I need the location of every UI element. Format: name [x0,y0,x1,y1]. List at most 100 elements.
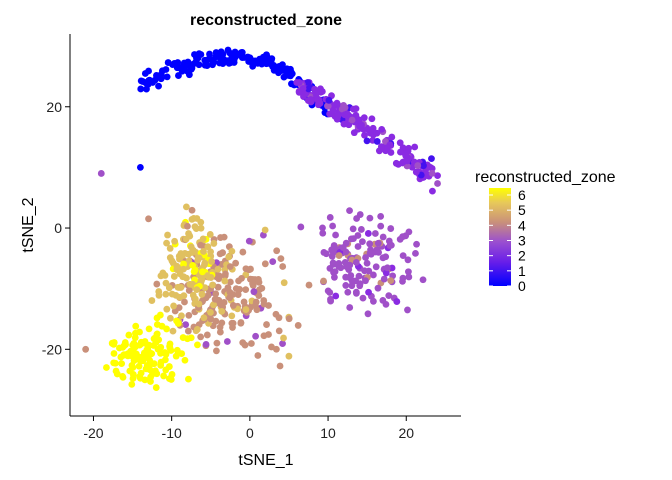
data-point [238,274,245,282]
data-point [136,341,144,349]
data-point [265,331,272,338]
data-point [200,314,208,322]
data-point [256,55,263,63]
data-point [180,65,187,73]
data-point [171,237,179,245]
data-point [377,212,385,220]
data-point [200,261,208,269]
data-point [208,258,216,265]
data-point [194,341,201,349]
data-point [184,327,192,335]
data-point [349,225,357,233]
data-point [359,238,366,246]
data-point [368,115,376,123]
data-point [356,280,364,288]
data-point [232,53,240,60]
data-point [137,85,145,93]
data-point [220,233,228,241]
data-point [153,314,161,322]
data-point [185,375,192,383]
data-point [275,69,282,77]
data-point [155,82,162,90]
data-point [163,239,170,247]
data-point [162,279,170,287]
data-point [82,345,90,353]
data-point [212,290,220,298]
chart-title: reconstructed_zone [190,12,342,29]
data-point [184,222,191,230]
data-point [254,352,262,359]
data-point [129,364,137,371]
data-point [176,255,183,263]
data-point [162,66,170,73]
data-point [352,289,360,297]
data-point [324,102,332,110]
colorbar-tick-label: 6 [518,187,526,203]
data-point [420,162,427,170]
y-axis-ticks: -20 0 20 [42,99,70,357]
data-point [226,278,234,286]
data-point [232,259,240,267]
data-point [224,46,232,54]
data-point [377,222,385,230]
data-point [326,214,334,221]
data-point [212,317,220,325]
data-point [358,121,366,129]
data-point [202,341,210,348]
x-tick-label: -20 [83,425,103,441]
data-point [380,275,388,283]
data-point [374,239,382,247]
data-point [201,56,209,64]
data-point [329,222,337,230]
data-point [201,61,209,69]
data-point [340,120,348,128]
data-point [197,241,204,249]
data-point [382,269,390,277]
data-point [177,284,185,291]
colorbar-tick-label: 5 [518,202,526,218]
data-point [238,54,246,62]
data-point [213,339,221,347]
data-point [294,322,302,329]
data-point [135,362,143,370]
data-point [151,367,159,375]
data-point [130,339,138,347]
data-point [223,338,231,345]
data-point [246,54,254,62]
data-point [187,243,195,251]
data-point [160,372,168,380]
data-point [379,254,387,262]
data-point [218,307,226,315]
data-point [427,163,434,171]
data-point [208,56,215,64]
data-point [216,328,224,336]
data-point [387,277,395,285]
data-point [404,306,411,314]
data-point [263,321,270,328]
data-point [188,206,196,214]
data-point [216,250,224,258]
data-point [252,298,260,306]
data-point [314,101,322,109]
data-point [214,283,222,291]
data-point [320,249,328,256]
data-point [250,288,258,296]
data-point [145,215,152,223]
data-point [414,162,422,169]
data-point [136,163,144,171]
data-point [192,58,200,66]
data-point [348,116,356,124]
data-point [337,264,345,272]
data-point [193,326,201,333]
data-point [214,265,222,273]
data-point [143,85,150,93]
data-point [295,79,303,86]
colorbar-tick-label: 2 [518,248,526,264]
data-point [185,230,192,237]
data-point [388,133,396,141]
x-tick-label: -10 [162,425,182,441]
data-point [226,263,234,271]
data-point [412,249,419,257]
data-point [226,294,234,302]
data-point [279,340,286,348]
